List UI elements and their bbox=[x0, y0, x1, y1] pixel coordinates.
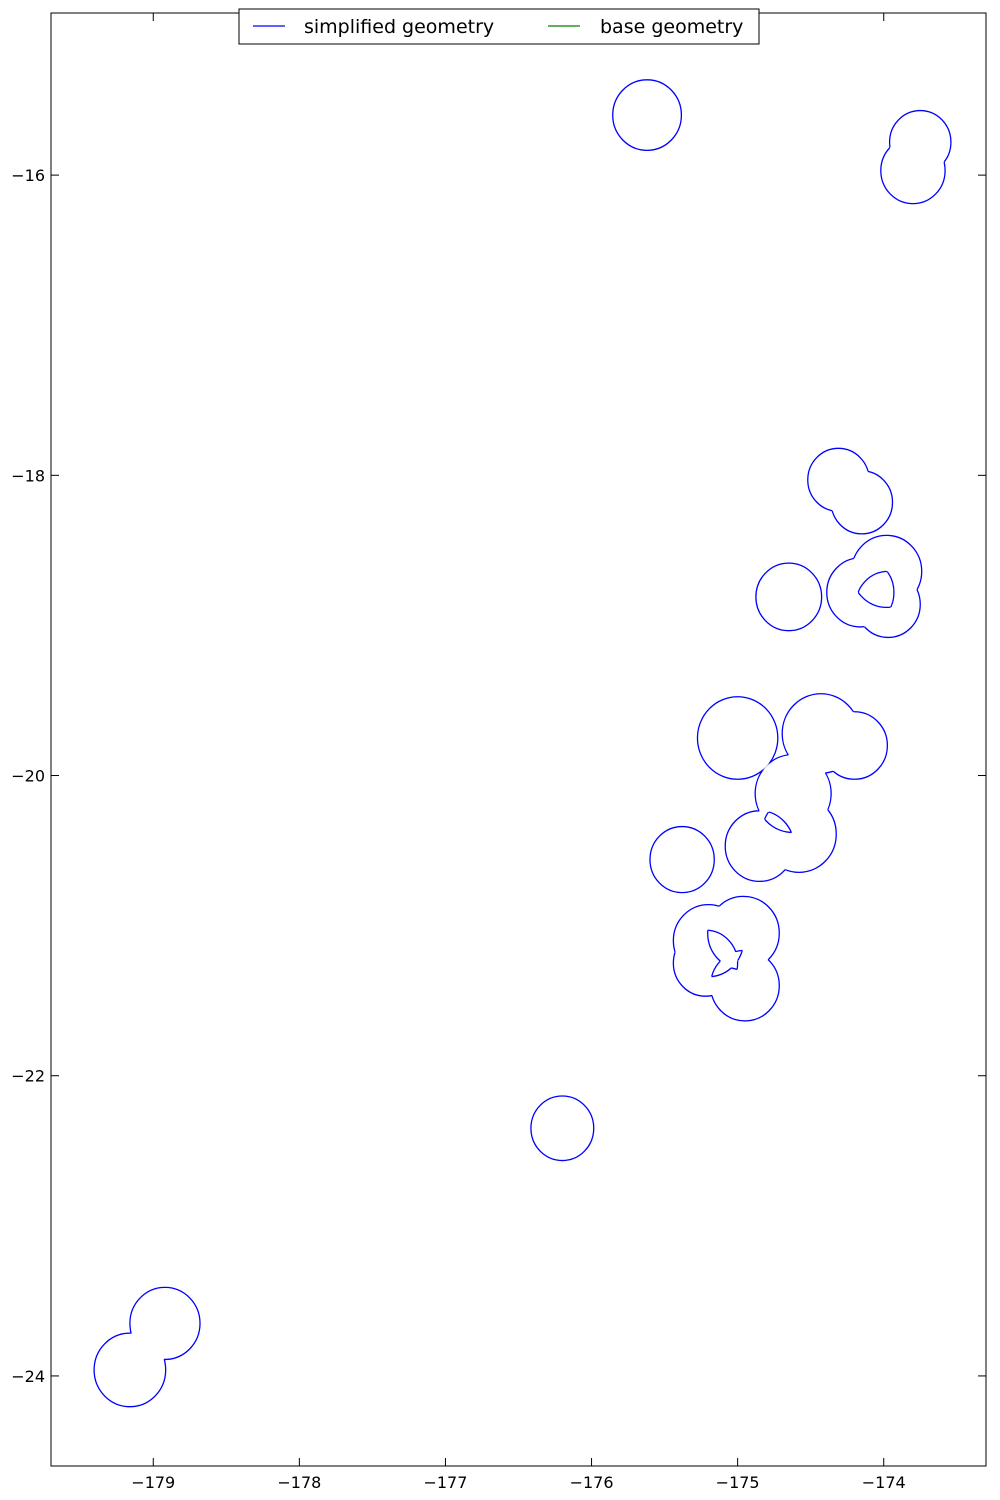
y-tick-label-4: −24 bbox=[11, 1367, 45, 1386]
legend-label-simplified-geometry: simplified geometry bbox=[304, 16, 494, 38]
y-tick-label-3: −22 bbox=[11, 1067, 45, 1086]
series-0-shape-6 bbox=[649, 825, 715, 894]
series-0-shape-9 bbox=[93, 1286, 201, 1408]
y-tick-label-0: −16 bbox=[11, 166, 45, 185]
series-0-shape-3-arc-0 bbox=[755, 562, 823, 632]
x-tick-label-4: −175 bbox=[716, 1473, 760, 1492]
series-0-shape-5-arc-0 bbox=[696, 696, 779, 780]
series-0-shape-0-arc-0 bbox=[612, 79, 683, 151]
series-0-shape-9-arc-1 bbox=[93, 1332, 167, 1408]
x-tick-label-2: −177 bbox=[423, 1473, 467, 1492]
ticks-layer: −179 −178 −177 −176 −175 −174 −16 −18 −20 −22 −24 bbox=[11, 13, 986, 1492]
series-0-shape-0 bbox=[612, 79, 683, 151]
series-0-shape-6-arc-0 bbox=[649, 825, 715, 894]
series-0-shape-8-arc-0 bbox=[530, 1095, 595, 1162]
legend-box bbox=[238, 8, 760, 45]
legend-label-base-geometry: base geometry bbox=[600, 16, 743, 38]
x-tick-label-3: −176 bbox=[570, 1473, 614, 1492]
x-tick-label-5: −174 bbox=[862, 1473, 906, 1492]
y-tick-label-1: −18 bbox=[11, 466, 45, 485]
series-0-shape-3 bbox=[755, 562, 823, 632]
x-tick-label-1: −178 bbox=[277, 1473, 321, 1492]
x-tick-label-0: −179 bbox=[131, 1473, 175, 1492]
y-tick-label-2: −20 bbox=[11, 767, 45, 786]
series-0-shape-8 bbox=[530, 1095, 595, 1162]
legend: simplified geometry base geometry bbox=[238, 8, 760, 45]
